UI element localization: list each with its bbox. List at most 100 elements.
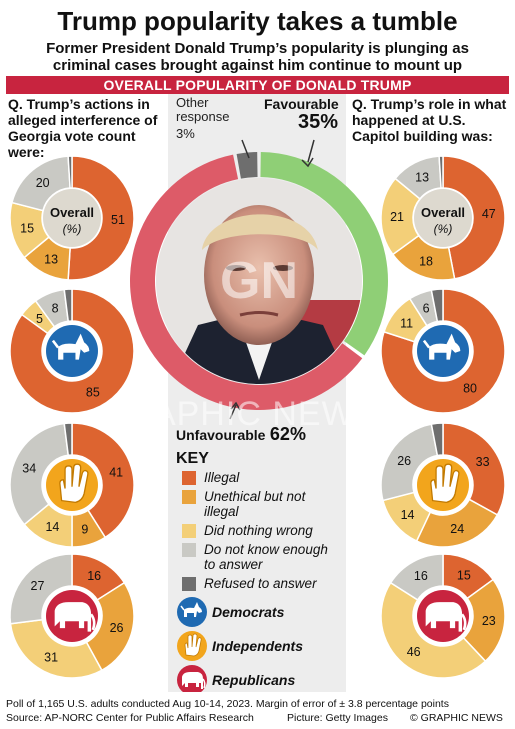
capitol-donut-overall-value-label-0: 47	[482, 207, 496, 221]
georgia-donut-overall-center-unit: (%)	[63, 222, 82, 236]
georgia-donut-republicans-value-label-3: 27	[31, 579, 45, 593]
footer-picture: Picture: Getty Images	[287, 712, 388, 724]
key-label: Unethical but not illegal	[204, 489, 306, 519]
capitol-donut-democrats: 80 11 6	[380, 288, 506, 414]
capitol-donut-independents-slice-3	[380, 423, 439, 502]
georgia-donut-overall-center	[43, 189, 101, 247]
question-georgia: Q. Trump’s actions in alleged interferen…	[8, 96, 158, 160]
capitol-donut-overall-slice-0	[442, 155, 506, 280]
georgia-donut-independents: 41 9 14 34	[9, 422, 135, 548]
key-item-refused: Refused to answer	[182, 576, 342, 591]
footer-note: Poll of 1,165 U.S. adults conducted Aug …	[6, 698, 449, 710]
georgia-donut-republicans-slice-2	[9, 618, 103, 679]
capitol-donut-independents-value-label-0: 33	[476, 455, 490, 469]
georgia-donut-republicans-value-label-1: 26	[110, 621, 124, 635]
capitol-donut-democrats-value-label-2: 11	[400, 316, 413, 330]
capitol-donut-independents-value-label-1: 24	[450, 522, 464, 536]
capitol-donut-independents: 33 24 14 26	[380, 422, 506, 548]
republicans-icon-glyph	[182, 672, 206, 689]
question-capitol: Q. Trump’s role in what happened at U.S.…	[352, 96, 507, 144]
georgia-donut-democrats-slice-0	[9, 288, 135, 414]
key-item-nothing-wrong: Did nothing wrong	[182, 523, 342, 538]
swatch-nothing-wrong	[182, 524, 196, 538]
republicans-icon-glyph	[54, 602, 96, 632]
georgia-donut-democrats-value-label-3: 8	[52, 302, 59, 316]
party-key-icons	[177, 597, 207, 692]
capitol-donut-republicans-slice-3	[389, 553, 444, 601]
georgia-donut-democrats-slice-4	[63, 288, 73, 323]
overall-ring-slice-0	[260, 152, 389, 356]
georgia-donut-overall-value-label-3: 20	[36, 176, 50, 190]
democrats-icon-glyph	[422, 333, 461, 360]
georgia-donuts: 51 13 15 20 Overall (%) 85 58 41 9 14 34 16 26 31 27	[9, 155, 135, 679]
key-label: Refused to answer	[204, 576, 317, 591]
georgia-donut-independents-value-label-3: 34	[22, 462, 36, 476]
georgia-donut-overall-slice-4	[67, 155, 73, 189]
key-label: Did nothing wrong	[204, 523, 313, 538]
georgia-donut-republicans: 16 26 31 27	[9, 553, 135, 679]
capitol-donut-independents-value-label-2: 14	[401, 508, 415, 522]
independents-icon-glyph	[59, 463, 89, 503]
georgia-donut-overall: 51 13 15 20 Overall (%)	[9, 155, 135, 281]
capitol-donut-overall-value-label-1: 18	[419, 254, 433, 268]
georgia-donut-overall-value-label-2: 15	[20, 222, 34, 236]
georgia-donut-democrats-value-label-0: 85	[86, 385, 100, 399]
key-legend: Illegal Unethical but not illegal Did no…	[182, 470, 342, 591]
page-subtitle: Former President Donald Trump’s populari…	[46, 40, 469, 74]
capitol-donuts: 47 18 21 13 Overall (%) 80 11 6 33 24 14 26 15 23 46 16	[380, 155, 506, 679]
key-title: KEY	[176, 450, 209, 467]
unfavourable-pointer	[229, 401, 241, 420]
georgia-donut-independents-slice-0	[71, 422, 135, 539]
unfavourable-block: Unfavourable 62%	[176, 424, 306, 445]
swatch-dont-know	[182, 543, 196, 557]
georgia-donut-independents-slice-3	[9, 422, 70, 526]
georgia-donut-republicans-slice-1	[85, 581, 135, 672]
key-label: Do not know enough to answer	[204, 542, 328, 572]
unfavourable-value: 62%	[269, 424, 306, 444]
independents-icon-glyph	[430, 463, 460, 503]
swatch-unethical	[182, 490, 196, 504]
overall-ring-slice-2	[236, 152, 258, 179]
democrats-icon-glyph	[51, 333, 90, 360]
georgia-donut-republicans-value-label-2: 31	[44, 650, 58, 664]
overall-popularity-donut: GN	[130, 152, 389, 410]
independents-icon-glyph	[184, 633, 202, 657]
capitol-donut-independents-value-label-3: 26	[397, 454, 411, 468]
georgia-donut-independents-value-label-0: 41	[109, 466, 123, 480]
other-response-value: 3%	[176, 126, 195, 141]
footer-credit: © GRAPHIC NEWS	[410, 712, 503, 724]
capitol-donut-democrats-value-label-0: 80	[463, 382, 477, 396]
capitol-donut-republicans-value-label-3: 16	[414, 569, 428, 583]
republicans-icon-glyph	[425, 602, 467, 632]
party-label-independents: Independents	[212, 638, 304, 654]
capitol-donut-overall-slice-4	[438, 155, 444, 189]
capitol-donut-overall-value-label-3: 13	[415, 171, 429, 185]
capitol-donut-republicans-slice-2	[380, 581, 487, 679]
democrats-icon-glyph	[180, 602, 202, 617]
capitol-donut-independents-slice-1	[415, 498, 499, 548]
georgia-donut-republicans-value-label-0: 16	[87, 569, 101, 583]
capitol-donut-overall-center-unit: (%)	[434, 222, 453, 236]
key-item-illegal: Illegal	[182, 470, 342, 485]
georgia-donut-republicans-slice-3	[9, 553, 73, 625]
georgia-donut-democrats-value-label-2: 5	[36, 312, 43, 326]
overall-banner: OVERALL POPULARITY OF DONALD TRUMP	[6, 76, 509, 94]
capitol-donut-republicans-value-label-1: 23	[482, 614, 496, 628]
key-label: Illegal	[204, 470, 240, 485]
party-label-republicans: Republicans	[212, 672, 296, 688]
capitol-donut-independents-slice-4	[430, 422, 444, 457]
party-label-democrats: Democrats	[212, 604, 285, 620]
swatch-illegal	[182, 471, 196, 485]
georgia-donut-democrats: 85 58	[9, 288, 135, 414]
georgia-donut-overall-slice-0	[67, 155, 135, 281]
capitol-donut-overall-center-title: Overall	[421, 205, 465, 220]
annotation-pointers	[241, 139, 315, 168]
georgia-donut-independents-value-label-2: 14	[45, 520, 59, 534]
capitol-donut-democrats-value-label-3: 6	[423, 302, 430, 316]
key-item-dont-know: Do not know enough to answer	[182, 542, 337, 572]
capitol-donut-independents-slice-0	[442, 422, 506, 516]
capitol-donut-republicans-value-label-0: 15	[457, 569, 471, 583]
capitol-donut-overall-center	[414, 189, 472, 247]
capitol-donut-overall: 47 18 21 13 Overall (%)	[380, 155, 506, 281]
georgia-donut-overall-value-label-0: 51	[111, 213, 125, 227]
